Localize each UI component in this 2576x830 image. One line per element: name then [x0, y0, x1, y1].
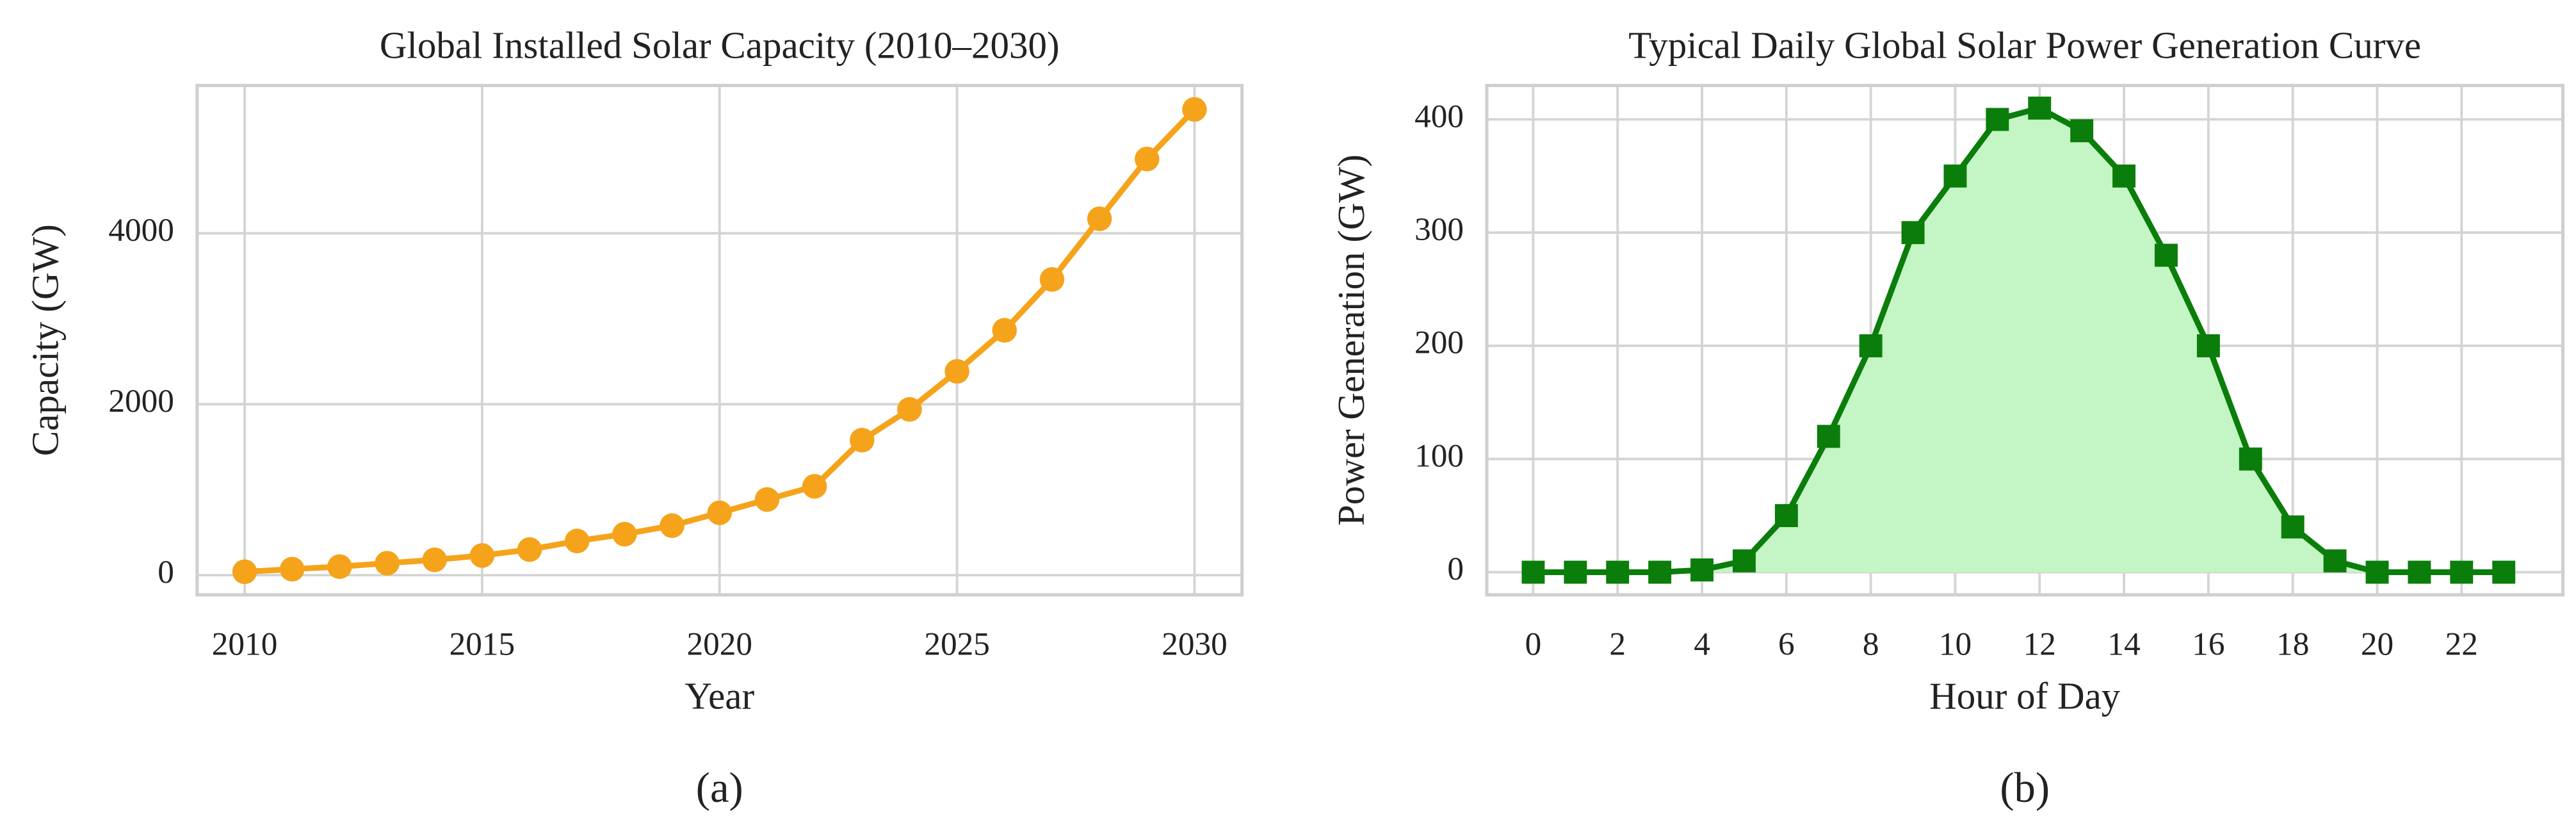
marker [1087, 206, 1112, 231]
marker [992, 318, 1017, 343]
y-tick-label: 400 [1414, 98, 1464, 134]
marker [1817, 425, 1840, 448]
chart-title: Typical Daily Global Solar Power Generat… [1628, 24, 2421, 67]
marker [1859, 334, 1883, 357]
marker [469, 543, 495, 568]
marker [1732, 549, 1756, 573]
marker [2492, 560, 2516, 584]
x-tick-label: 2025 [924, 626, 990, 663]
marker [2408, 560, 2431, 584]
marker [2450, 560, 2474, 584]
marker [1648, 560, 1672, 584]
area [1533, 108, 2504, 573]
marker [2028, 96, 2052, 120]
x-tick-label: 8 [1863, 626, 1879, 663]
marker [2323, 549, 2347, 573]
x-tick-label: 18 [2276, 626, 2309, 663]
marker [612, 521, 637, 547]
y-axis-label: Capacity (GW) [24, 224, 67, 456]
y-tick-label: 0 [1447, 551, 1464, 587]
marker [850, 428, 875, 453]
marker [375, 551, 400, 576]
marker [422, 547, 447, 573]
y-tick-label: 100 [1414, 437, 1464, 474]
marker [1564, 560, 1587, 584]
marker [1943, 164, 1967, 188]
y-tick-label: 200 [1414, 325, 1464, 361]
x-tick-label: 12 [2023, 626, 2056, 663]
y-tick-label: 0 [158, 554, 174, 590]
x-tick-label: 6 [1778, 626, 1795, 663]
plot-frame [195, 83, 1244, 597]
x-tick-label: 2015 [450, 626, 515, 663]
y-axis-label: Power Generation (GW) [1330, 154, 1372, 526]
marker [2281, 515, 2305, 539]
x-tick-label: 2010 [212, 626, 278, 663]
x-axis-label: Year [685, 675, 754, 717]
x-tick-label: 10 [1939, 626, 1972, 663]
marker [327, 554, 352, 580]
marker [1774, 504, 1798, 528]
marker [754, 487, 780, 512]
marker [2155, 243, 2178, 267]
x-tick-label: 4 [1694, 626, 1710, 663]
x-tick-label: 16 [2192, 626, 2224, 663]
marker [802, 474, 827, 499]
marker [1690, 558, 1714, 582]
x-tick-label: 20 [2361, 626, 2394, 663]
x-axis-label: Hour of Day [1929, 675, 2121, 717]
x-tick-label: 2030 [1162, 626, 1227, 663]
chart-title: Global Installed Solar Capacity (2010–20… [380, 24, 1060, 67]
x-tick-label: 22 [2445, 626, 2478, 663]
caption: (b) [2000, 765, 2050, 811]
x-tick-label: 0 [1525, 626, 1542, 663]
marker [565, 528, 590, 553]
marker [2112, 164, 2136, 188]
marker [2070, 119, 2094, 143]
marker [232, 559, 257, 585]
marker [1039, 267, 1065, 292]
plot-frame [1485, 83, 2565, 597]
caption: (a) [696, 765, 743, 811]
marker [517, 537, 542, 562]
marker [2239, 447, 2262, 471]
marker [944, 359, 969, 384]
x-tick-label: 2 [1609, 626, 1626, 663]
y-tick-label: 2000 [108, 383, 174, 419]
marker [1182, 97, 1207, 122]
y-tick-label: 4000 [108, 212, 174, 248]
x-tick-label: 14 [2107, 626, 2140, 663]
marker [1901, 221, 1925, 245]
marker [279, 557, 305, 582]
y-tick-label: 300 [1414, 211, 1464, 248]
marker [660, 513, 685, 538]
marker [1606, 560, 1630, 584]
x-tick-label: 2020 [686, 626, 752, 663]
marker [2196, 334, 2220, 357]
marker [2365, 560, 2389, 584]
marker [897, 396, 922, 422]
marker [707, 500, 733, 525]
marker [1135, 146, 1160, 172]
marker [1521, 560, 1545, 584]
marker [1986, 108, 2009, 131]
